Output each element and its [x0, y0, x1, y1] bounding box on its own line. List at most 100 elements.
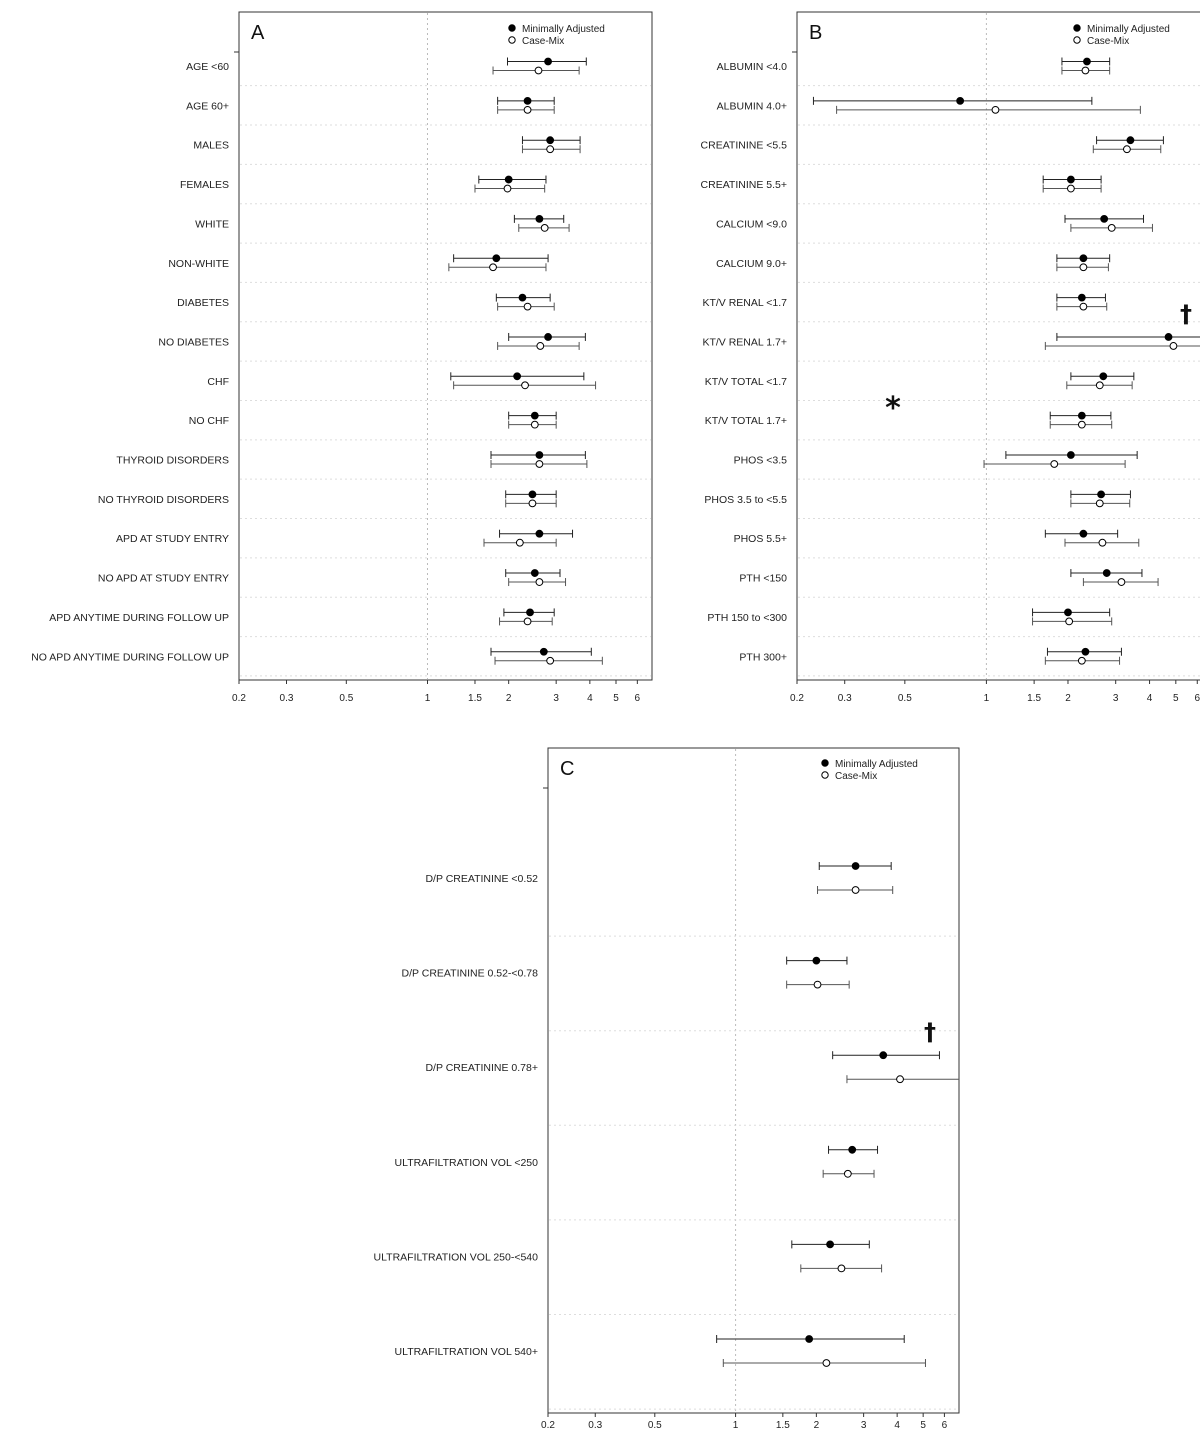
x-tick-label: 5 [920, 1420, 926, 1431]
legend-filled-label: Minimally Adjusted [1087, 24, 1170, 35]
minimally-adjusted-point [1066, 451, 1075, 459]
legend-filled-marker [508, 24, 516, 32]
case-mix-point [1169, 342, 1178, 350]
x-tick-label: 2 [506, 693, 512, 704]
row-label: DIABETES [177, 297, 229, 309]
minimally-adjusted-point [956, 96, 965, 105]
row-label: APD AT STUDY ENTRY [116, 533, 229, 545]
row-label: ALBUMIN <4.0 [717, 61, 787, 73]
x-tick-label: 1 [984, 693, 990, 704]
x-tick-label: 0.2 [790, 693, 804, 704]
case-mix-point [822, 1359, 831, 1367]
row-label: THYROID DISORDERS [116, 455, 229, 467]
dagger-annotation-b: † [1180, 300, 1192, 328]
minimally-adjusted-point [546, 136, 555, 145]
minimally-adjusted-point [539, 647, 548, 656]
x-tick-label: 0.2 [541, 1420, 555, 1431]
case-mix-point [540, 224, 549, 232]
case-mix-point [521, 381, 529, 390]
x-tick-label: 0.5 [339, 693, 353, 704]
minimally-adjusted-point [851, 862, 860, 870]
case-mix-point [1079, 302, 1088, 311]
minimally-adjusted-point [879, 1051, 888, 1060]
minimally-adjusted-point [1064, 608, 1072, 617]
minimally-adjusted-point [826, 1240, 834, 1249]
case-mix-point [837, 1264, 846, 1273]
minimally-adjusted-point [544, 333, 552, 341]
case-mix-point [1081, 66, 1090, 75]
row-label: NO APD ANYTIME DURING FOLLOW UP [31, 651, 229, 663]
row-label: CREATININE 5.5+ [701, 179, 787, 191]
legend-open-marker [1073, 36, 1081, 44]
x-tick-label: 0.3 [280, 693, 294, 704]
x-tick-label: 0.5 [898, 693, 912, 704]
minimally-adjusted-point [1079, 529, 1088, 538]
minimally-adjusted-point [530, 569, 539, 577]
legend-filled-label: Minimally Adjusted [522, 24, 605, 35]
case-mix-point [546, 145, 555, 154]
x-tick-label: 1.5 [468, 693, 482, 704]
case-mix-point [991, 105, 1000, 114]
minimally-adjusted-point [513, 372, 522, 381]
minimally-adjusted-point [1164, 333, 1173, 341]
minimally-adjusted-point [535, 215, 544, 223]
case-mix-point [1065, 617, 1074, 626]
row-label: NO DIABETES [158, 336, 229, 348]
minimally-adjusted-point [528, 490, 537, 499]
row-label: PHOS 5.5+ [734, 533, 787, 545]
legend-open-label: Case-Mix [522, 36, 564, 47]
case-mix-point [530, 420, 539, 429]
case-mix-point [535, 578, 544, 586]
case-mix-point [534, 66, 543, 75]
row-label: PHOS <3.5 [734, 455, 788, 467]
case-mix-point [528, 499, 537, 508]
row-label: KT/V RENAL 1.7+ [702, 336, 787, 348]
row-label: NO CHF [189, 415, 229, 427]
minimally-adjusted-point [1077, 411, 1086, 420]
row-label: D/P CREATININE <0.52 [425, 873, 538, 885]
plot-frame [796, 11, 1200, 681]
minimally-adjusted-point [805, 1335, 814, 1343]
case-mix-point [1077, 656, 1086, 665]
row-label: PTH 300+ [739, 651, 787, 663]
case-mix-point [523, 617, 532, 626]
panel-letter: A [251, 22, 265, 44]
case-mix-point [535, 460, 544, 468]
legend-filled-marker [1073, 24, 1081, 32]
case-mix-point [843, 1169, 852, 1178]
row-label: WHITE [195, 218, 229, 230]
x-tick-label: 5 [1173, 693, 1179, 704]
case-mix-point [1066, 184, 1075, 193]
row-label: KT/V RENAL <1.7 [702, 297, 787, 309]
x-tick-label: 0.3 [588, 1420, 602, 1431]
case-mix-point [546, 656, 555, 665]
x-tick-label: 6 [1194, 693, 1200, 704]
x-tick-label: 4 [587, 693, 593, 704]
minimally-adjusted-point [530, 411, 539, 420]
legend-filled-marker [821, 759, 829, 767]
row-label: NO THYROID DISORDERS [98, 494, 229, 506]
row-label: D/P CREATININE 0.52-<0.78 [402, 968, 539, 980]
row-label: KT/V TOTAL 1.7+ [705, 415, 787, 427]
row-label: CALCIUM <9.0 [716, 218, 787, 230]
case-mix-point [1117, 578, 1126, 586]
minimally-adjusted-point [1081, 647, 1090, 656]
minimally-adjusted-point [1083, 57, 1091, 66]
x-tick-label: 1 [425, 693, 431, 704]
minimally-adjusted-point [518, 293, 527, 302]
row-label: PHOS 3.5 to <5.5 [704, 494, 787, 506]
x-tick-label: 3 [861, 1420, 867, 1431]
case-mix-point [536, 342, 545, 350]
x-tick-label: 1.5 [776, 1420, 790, 1431]
minimally-adjusted-point [812, 956, 821, 965]
case-mix-point [515, 538, 524, 547]
row-label: ULTRAFILTRATION VOL <250 [395, 1157, 539, 1169]
case-mix-point [1123, 145, 1131, 154]
minimally-adjusted-point [504, 175, 513, 184]
row-label: MALES [193, 140, 229, 152]
x-tick-label: 0.3 [838, 693, 852, 704]
